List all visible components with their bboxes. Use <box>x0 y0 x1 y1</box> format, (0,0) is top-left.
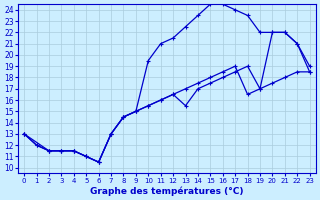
X-axis label: Graphe des températures (°C): Graphe des températures (°C) <box>90 186 244 196</box>
